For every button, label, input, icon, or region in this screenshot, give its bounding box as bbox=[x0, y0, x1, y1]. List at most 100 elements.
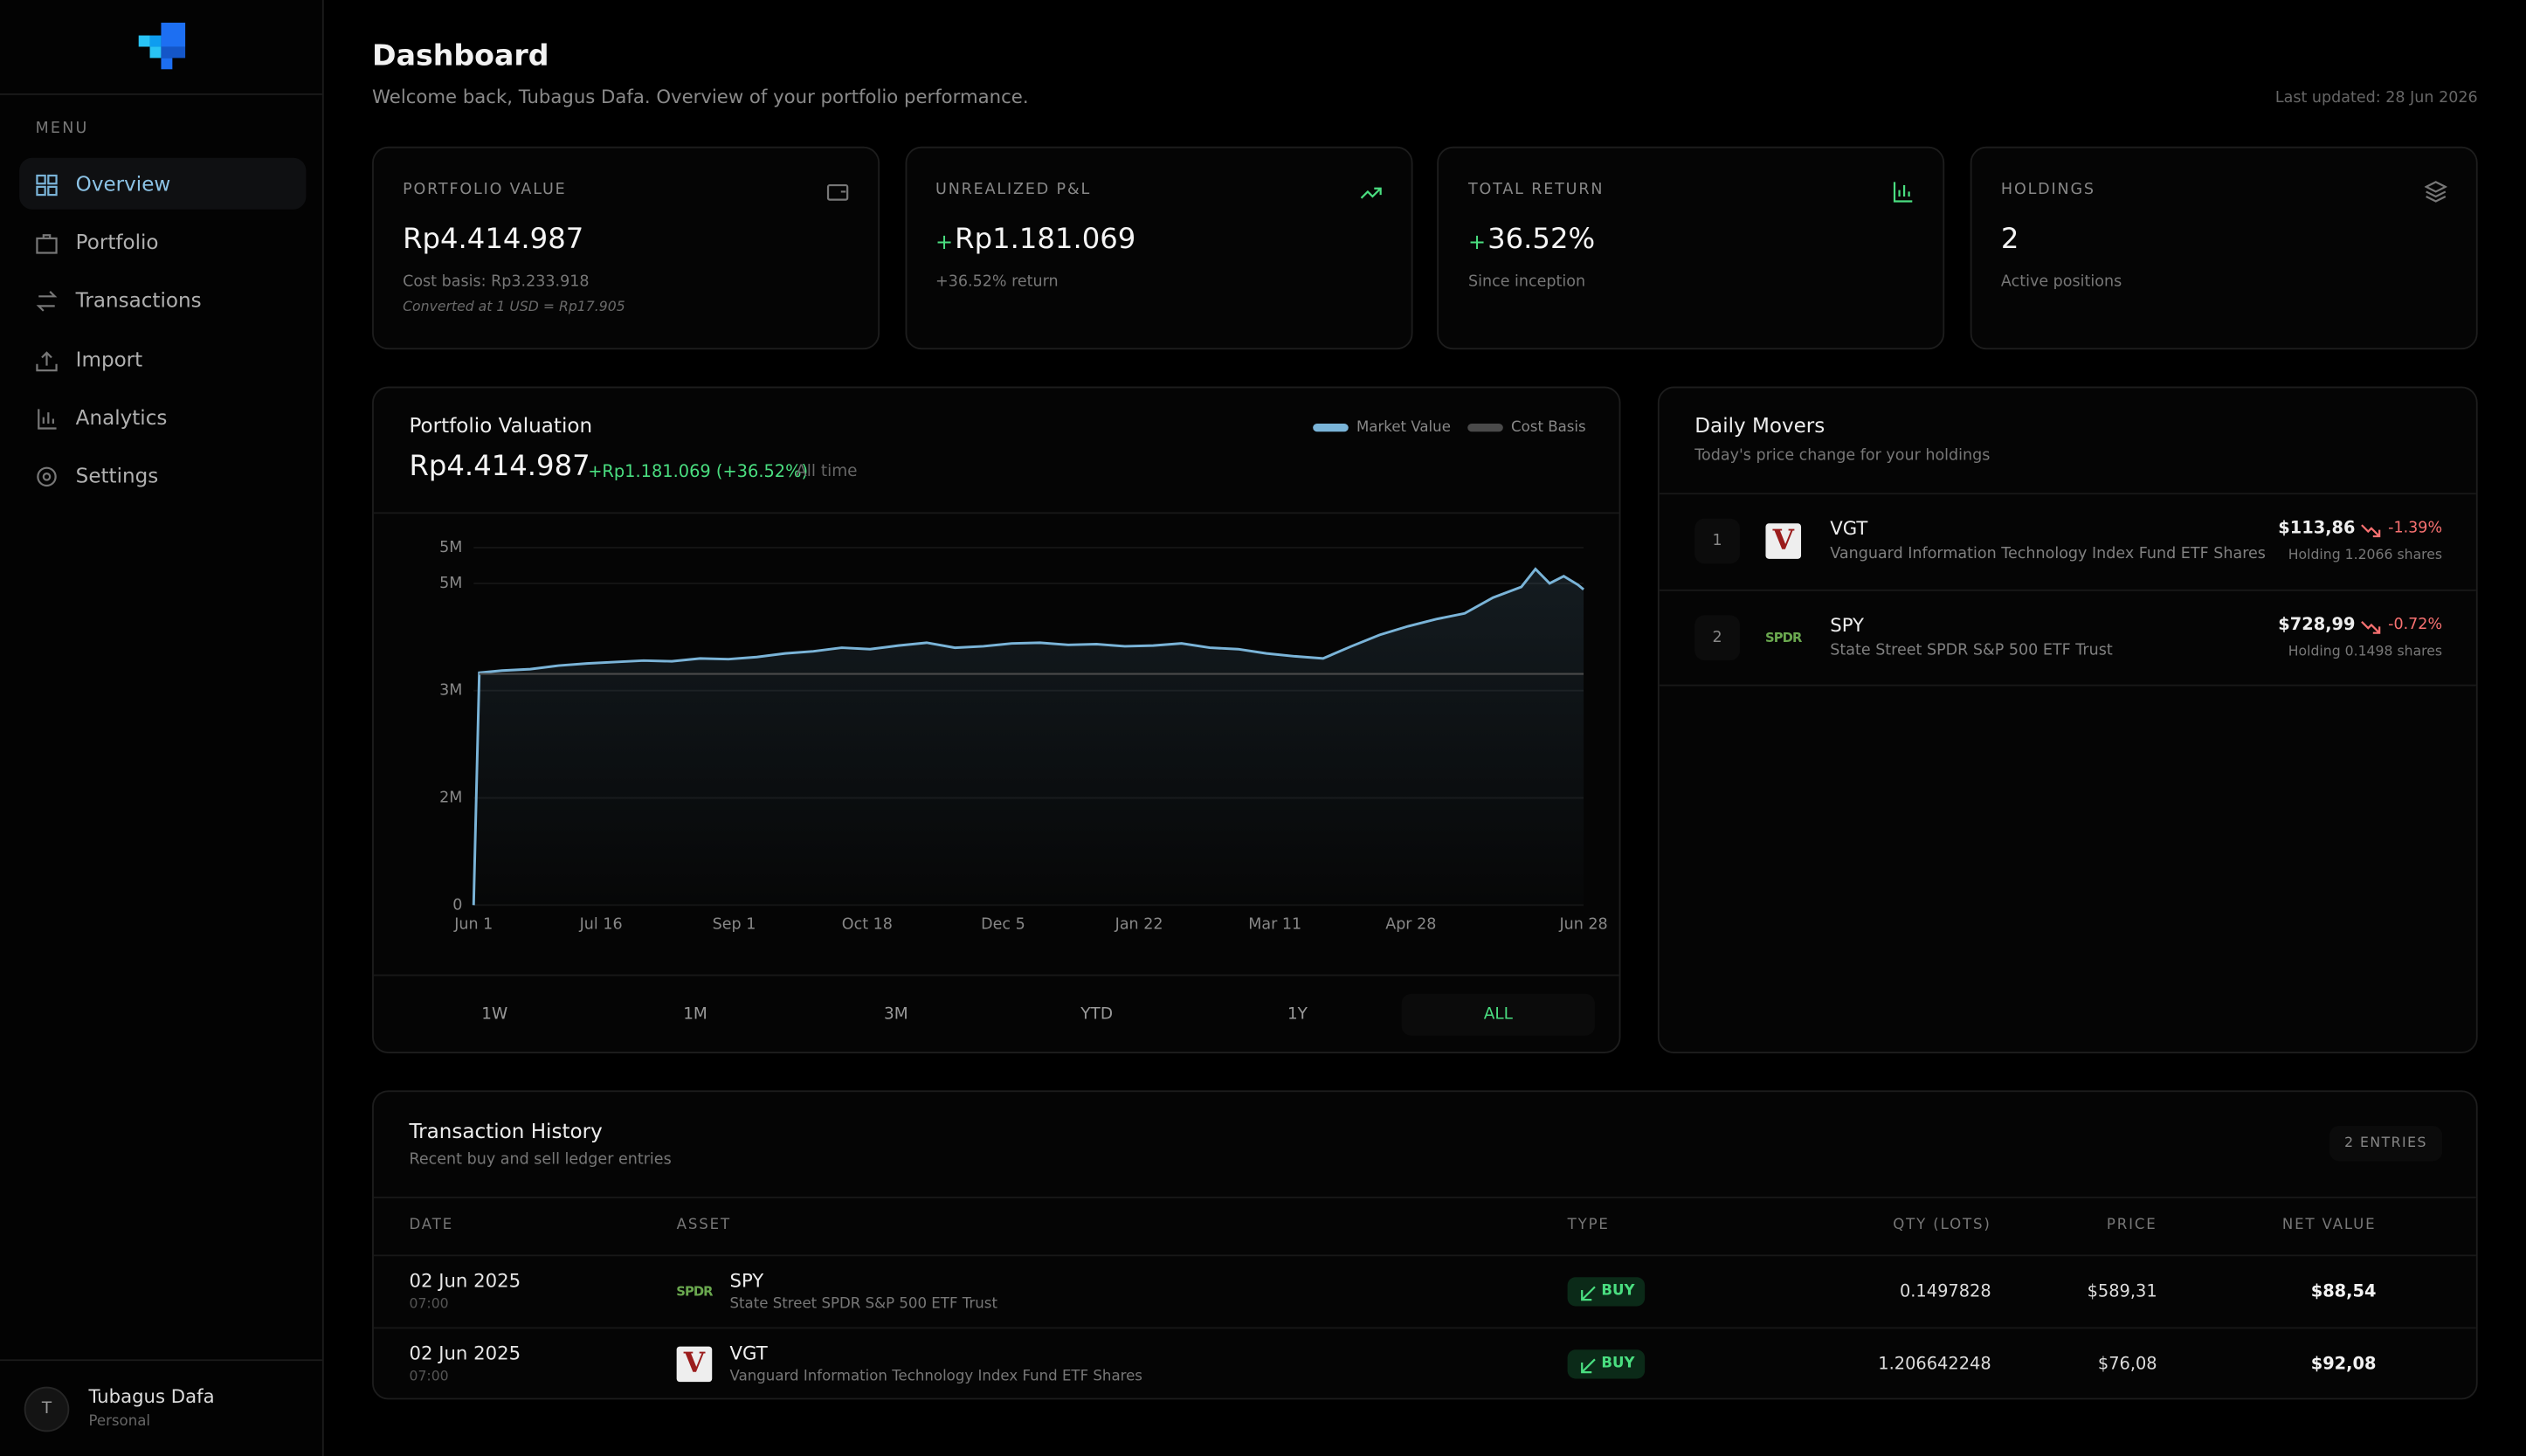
holding: Holding 1.2066 shares bbox=[2288, 547, 2443, 564]
stat-value: 36.52% bbox=[1487, 224, 1596, 257]
card-title: Daily Movers bbox=[1694, 412, 1825, 438]
stat-note: Converted at 1 USD = Rp17.905 bbox=[403, 299, 625, 316]
nav-item[interactable]: Transactions bbox=[75, 287, 202, 313]
user-plan: Personal bbox=[88, 1414, 151, 1431]
divider bbox=[373, 974, 1619, 976]
nav-item[interactable]: Settings bbox=[75, 463, 159, 487]
card-title: Transaction History bbox=[409, 1118, 603, 1143]
tx-price: $76,08 bbox=[2097, 1353, 2157, 1374]
range-active-bg[interactable] bbox=[1401, 993, 1595, 1036]
tx-type: BUY bbox=[1601, 1283, 1635, 1301]
ticker: VGT bbox=[729, 1341, 768, 1363]
tx-qty: 0.1497828 bbox=[1899, 1281, 1991, 1301]
avatar bbox=[24, 1386, 70, 1432]
price: $113,86 bbox=[2278, 518, 2356, 538]
stat-icon bbox=[2424, 179, 2448, 203]
price-change: -0.72% bbox=[2388, 615, 2443, 633]
stat-card bbox=[904, 146, 1412, 350]
asset-name: State Street SPDR S&P 500 ETF Trust bbox=[729, 1296, 997, 1313]
column-header: NET VALUE bbox=[2281, 1218, 2377, 1234]
divider bbox=[1659, 493, 2476, 495]
nav-icon bbox=[36, 348, 59, 371]
divider bbox=[1659, 684, 2476, 687]
valuation-change: +Rp1.181.069 (+36.52%) bbox=[588, 462, 809, 482]
x-tick-label: Jan 22 bbox=[1115, 915, 1163, 933]
x-tick-label: Jul 16 bbox=[579, 915, 623, 933]
rank: 2 bbox=[1712, 628, 1722, 646]
avatar-initial: T bbox=[41, 1400, 52, 1418]
nav-item[interactable]: Analytics bbox=[75, 404, 168, 430]
stat-value: Rp4.414.987 bbox=[403, 224, 584, 257]
stat-sign: + bbox=[935, 231, 954, 256]
range-button[interactable]: 1W bbox=[481, 1005, 508, 1024]
divider bbox=[373, 512, 1619, 514]
sidebar bbox=[0, 0, 324, 1456]
y-tick-label: 2M bbox=[439, 790, 462, 807]
ticker: SPY bbox=[729, 1269, 764, 1292]
page-subtitle: Welcome back, Tubagus Dafa. Overview of … bbox=[372, 85, 1029, 108]
column-header: ASSET bbox=[676, 1218, 731, 1234]
y-tick-label: 5M bbox=[439, 539, 462, 556]
tx-net: $88,54 bbox=[2310, 1281, 2377, 1301]
divider bbox=[373, 1326, 2476, 1328]
divider bbox=[1659, 588, 2476, 590]
column-header: DATE bbox=[409, 1218, 454, 1234]
x-tick-label: Jun 1 bbox=[453, 915, 493, 933]
nav-icon bbox=[36, 231, 59, 254]
range-button[interactable]: 1Y bbox=[1287, 1005, 1308, 1024]
stat-label: TOTAL RETURN bbox=[1467, 181, 1605, 199]
user-name: Tubagus Dafa bbox=[88, 1384, 215, 1408]
card-subtitle: Recent buy and sell ledger entries bbox=[409, 1150, 672, 1169]
stat-card bbox=[1437, 146, 1945, 350]
rank-badge bbox=[1694, 614, 1740, 660]
stat-label: PORTFOLIO VALUE bbox=[403, 181, 567, 199]
range-button[interactable]: 1M bbox=[683, 1005, 707, 1024]
buy-icon bbox=[1577, 1352, 1600, 1375]
type-badge bbox=[1567, 1349, 1646, 1378]
price: $728,99 bbox=[2278, 614, 2356, 634]
stat-label: UNREALIZED P&L bbox=[935, 181, 1092, 199]
nav-item[interactable]: Import bbox=[75, 346, 143, 371]
y-tick-label: 3M bbox=[439, 682, 462, 700]
divider bbox=[373, 1197, 2476, 1198]
count-badge bbox=[2329, 1125, 2443, 1162]
rank-badge bbox=[1694, 518, 1740, 564]
asset-name: Vanguard Information Technology Index Fu… bbox=[729, 1368, 1142, 1384]
area bbox=[473, 569, 1584, 906]
legend-swatch bbox=[1467, 423, 1503, 432]
nav-icon bbox=[36, 464, 59, 487]
nav-active-bg[interactable] bbox=[19, 157, 307, 210]
legend-label: Cost Basis bbox=[1511, 420, 1586, 437]
valuation-value: Rp4.414.987 bbox=[409, 451, 590, 484]
asset-name: State Street SPDR S&P 500 ETF Trust bbox=[1830, 640, 2113, 659]
stat-value: 2 bbox=[2000, 224, 2019, 257]
range-button[interactable]: ALL bbox=[1483, 1005, 1513, 1024]
divider bbox=[0, 1359, 322, 1362]
nav-icon bbox=[36, 289, 59, 313]
type-badge bbox=[1567, 1277, 1646, 1307]
nav-item[interactable]: Portfolio bbox=[75, 230, 159, 254]
buy-icon bbox=[1577, 1280, 1600, 1303]
x-tick-label: Jun 28 bbox=[1558, 915, 1607, 933]
ticker: SPY bbox=[1830, 612, 1864, 636]
stat-sign: + bbox=[1467, 231, 1487, 256]
asset-logo-text: V bbox=[683, 1347, 706, 1380]
y-tick-label: 0 bbox=[452, 896, 462, 914]
stat-icon bbox=[1359, 179, 1382, 202]
tx-type: BUY bbox=[1601, 1355, 1635, 1372]
nav-item[interactable]: Overview bbox=[75, 171, 171, 197]
divider bbox=[0, 93, 322, 95]
x-tick-label: Mar 11 bbox=[1248, 915, 1301, 933]
x-tick-label: Dec 5 bbox=[981, 915, 1025, 933]
asset-logo bbox=[1765, 523, 1802, 559]
range-button[interactable]: 3M bbox=[883, 1005, 908, 1024]
asset-logo-text: V bbox=[1772, 525, 1794, 558]
range-button[interactable]: YTD bbox=[1080, 1005, 1114, 1024]
valuation-period: All time bbox=[796, 463, 858, 481]
tx-date: 02 Jun 2025 bbox=[409, 1341, 521, 1363]
asset-logo-text: SPDR bbox=[676, 1284, 713, 1300]
logo bbox=[138, 22, 187, 71]
stat-note: Cost basis: Rp3.233.918 bbox=[403, 273, 590, 291]
